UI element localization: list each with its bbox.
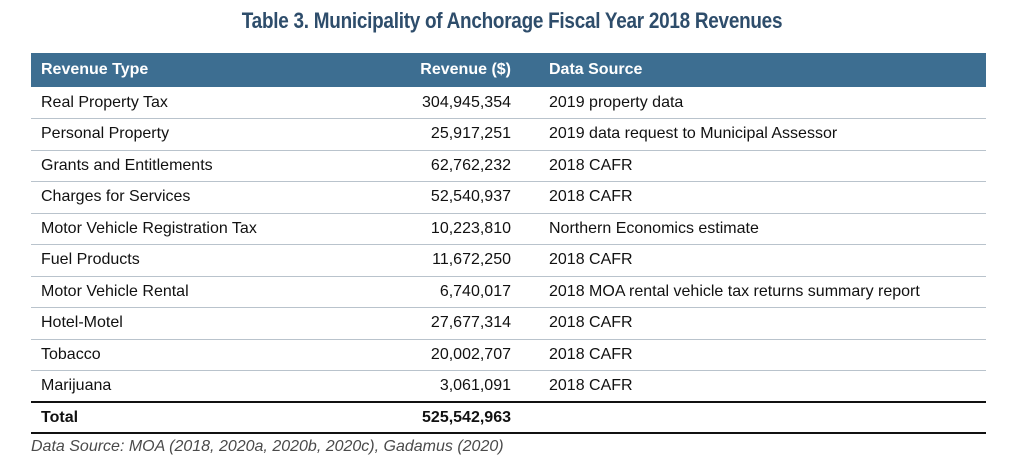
data-source-cell: Northern Economics estimate — [535, 213, 986, 245]
total-row: Total 525,542,963 — [31, 402, 986, 433]
data-source-cell: 2018 CAFR — [535, 244, 986, 277]
source-note: Data Source: MOA (2018, 2020a, 2020b, 20… — [31, 438, 504, 455]
table-row: Hotel-Motel 27,677,314 2018 CAFR — [31, 307, 986, 340]
revenue-cell: 6,740,017 — [351, 276, 535, 308]
data-source-cell: 2018 CAFR — [549, 377, 633, 394]
revenue-type-cell: Grants and Entitlements — [31, 150, 351, 182]
revenue-cell: 27,677,314 — [351, 307, 535, 340]
table-title: Table 3. Municipality of Anchorage Fisca… — [241, 8, 783, 33]
table-row: Motor Vehicle Registration Tax 10,223,810… — [31, 213, 986, 245]
revenue-cell: 62,762,232 — [351, 150, 535, 182]
revenue-cell: 20,002,707 — [351, 339, 535, 371]
revenue-type-cell: Personal Property — [31, 118, 351, 151]
table-row: Charges for Services 52,540,937 2018 CAFR — [31, 181, 986, 214]
data-source-cell: 2018 MOA rental vehicle tax returns summ… — [535, 276, 986, 308]
header-revenue-type: Revenue Type — [41, 61, 149, 78]
data-source-cell: 2018 CAFR — [535, 307, 986, 340]
revenue-cell: 25,917,251 — [351, 118, 535, 151]
table-row: Personal Property 25,917,251 2019 data req… — [31, 118, 986, 151]
table-row: Grants and Entitlements 62,762,232 2018 CA… — [31, 150, 986, 182]
revenue-cell: 304,945,354 — [351, 87, 535, 119]
data-source-cell: 2018 CAFR — [535, 150, 986, 182]
revenue-type-cell: Marijuana — [41, 377, 112, 394]
revenue-type-cell: Motor Vehicle Rental — [31, 276, 351, 308]
revenue-type-cell: Hotel-Motel — [31, 307, 351, 340]
table-row: Motor Vehicle Rental 6,740,017 2018 MOA re… — [31, 276, 986, 308]
table-row: Real Property Tax 304,945,354 2019 propert… — [31, 87, 986, 119]
data-source-cell: 2018 CAFR — [535, 181, 986, 214]
header-revenue: Revenue ($) — [420, 61, 511, 78]
revenue-cell: 52,540,937 — [351, 181, 535, 214]
table-row: Tobacco 20,002,707 2018 CAFR — [31, 339, 986, 371]
revenue-type-cell: Charges for Services — [31, 181, 351, 214]
total-revenue: 525,542,963 — [422, 408, 511, 426]
total-source — [535, 402, 986, 433]
data-source-cell: 2019 property data — [535, 87, 986, 119]
revenue-type-cell: Real Property Tax — [31, 87, 351, 119]
table-row: Marijuana 3,061,091 2018 CAFR — [31, 371, 986, 403]
header-data-source: Data Source — [549, 61, 643, 78]
total-label: Total — [41, 408, 79, 426]
data-source-cell: 2019 data request to Municipal Assessor — [535, 118, 986, 151]
revenue-table: Revenue Type Revenue ($) Data Source Rea… — [31, 53, 986, 434]
revenue-cell: 10,223,810 — [351, 213, 535, 245]
table-header-row: Revenue Type Revenue ($) Data Source — [31, 53, 986, 87]
data-source-cell: 2018 CAFR — [535, 339, 986, 371]
revenue-cell: 3,061,091 — [439, 377, 511, 394]
revenue-cell: 11,672,250 — [351, 244, 535, 277]
revenue-type-cell: Fuel Products — [31, 244, 351, 277]
revenue-type-cell: Motor Vehicle Registration Tax — [31, 213, 351, 245]
revenue-type-cell: Tobacco — [31, 339, 351, 371]
table-row: Fuel Products 11,672,250 2018 CAFR — [31, 244, 986, 277]
table-body: Real Property Tax 304,945,354 2019 propert… — [31, 87, 986, 402]
